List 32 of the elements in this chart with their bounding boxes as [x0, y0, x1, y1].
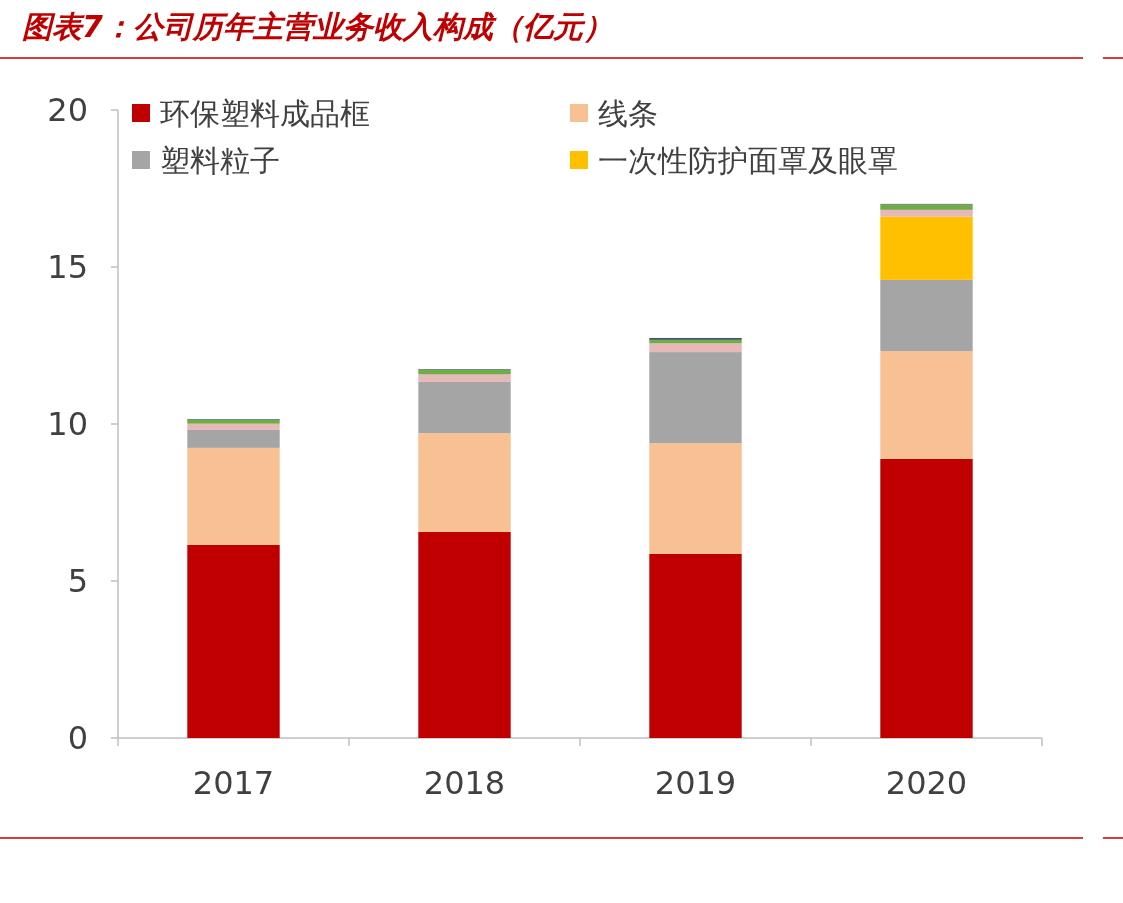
y-tick-label: 15 — [47, 248, 88, 286]
bar — [649, 352, 742, 444]
bar — [880, 209, 973, 217]
legend-label: 线条 — [598, 96, 658, 131]
legend-label: 环保塑料成品框 — [160, 96, 370, 131]
x-tick-label: 2018 — [423, 764, 506, 802]
bar — [187, 419, 280, 424]
bar — [187, 544, 280, 738]
bar — [187, 423, 280, 430]
y-tick-label: 10 — [47, 405, 88, 443]
legend-label: 塑料粒子 — [160, 143, 280, 178]
bar — [880, 351, 973, 459]
y-tick-label: 20 — [47, 91, 88, 129]
bar — [418, 374, 511, 382]
x-tick-label: 2020 — [885, 764, 968, 802]
y-tick-label: 0 — [67, 719, 88, 757]
bar — [880, 458, 973, 738]
bar — [649, 343, 742, 353]
y-tick-label: 5 — [67, 562, 88, 600]
chart-title: 图表7：公司历年主营业务收入构成（亿元） — [22, 9, 613, 44]
legend-label: 一次性防护面罩及眼罩 — [598, 143, 898, 178]
bar — [649, 443, 742, 554]
x-tick-label: 2017 — [192, 764, 275, 802]
bar — [649, 554, 742, 738]
bar — [418, 433, 511, 533]
bar — [187, 429, 280, 448]
bar — [187, 447, 280, 545]
bar — [880, 204, 973, 210]
bar — [418, 369, 511, 375]
x-tick-label: 2019 — [654, 764, 737, 802]
bar — [418, 381, 511, 434]
bar — [418, 532, 511, 738]
